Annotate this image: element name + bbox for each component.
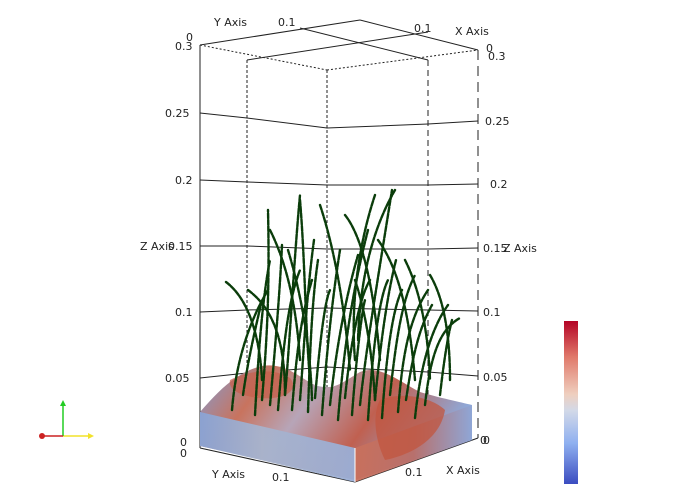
colorbar-tick bbox=[578, 375, 582, 376]
z-right-label-3: 0.15 bbox=[483, 242, 508, 255]
y-axis-top-label-1: 0.1 bbox=[278, 16, 296, 29]
z-left-label-2: 0.2 bbox=[175, 174, 193, 187]
x-axis-bottom-label-1: 0 bbox=[480, 434, 487, 447]
z-axis-title-left: Z Axis bbox=[140, 240, 174, 253]
x-axis-title-top: X Axis bbox=[455, 25, 489, 38]
orientation-axes-widget[interactable] bbox=[39, 400, 94, 439]
grass-blades bbox=[224, 188, 462, 422]
z-left-label-1: 0.25 bbox=[165, 107, 190, 120]
z-right-label-6: 0 bbox=[483, 434, 490, 447]
z-right-label-0: 0.3 bbox=[488, 50, 506, 63]
y-axis-bottom-label-0: 0 bbox=[180, 447, 187, 460]
x-axis-bottom-label-0: 0.1 bbox=[405, 466, 423, 479]
terrain-surface bbox=[200, 365, 472, 482]
colorbar bbox=[564, 321, 578, 484]
z-right-label-4: 0.1 bbox=[483, 306, 501, 319]
colorbar-tick bbox=[578, 483, 582, 484]
y-axis-title-bottom: Y Axis bbox=[211, 468, 245, 481]
x-axis-top-label-0: 0.1 bbox=[414, 22, 432, 35]
x-axis-top-label-1: 0 bbox=[486, 42, 493, 55]
z-left-label-0: 0.3 bbox=[175, 40, 193, 53]
z-left-label-3: 0.15 bbox=[168, 240, 193, 253]
z-right-label-2: 0.2 bbox=[490, 178, 508, 191]
z-left-label-6: 0 bbox=[180, 436, 187, 449]
z-axis-title-right: Z Axis bbox=[503, 242, 537, 255]
z-left-label-5: 0.05 bbox=[165, 372, 190, 385]
y-axis-top-label-0: 0 bbox=[186, 31, 193, 44]
x-axis-title-bottom: X Axis bbox=[446, 464, 480, 477]
colorbar-tick bbox=[578, 428, 582, 429]
y-axis-title-top: Y Axis bbox=[213, 16, 247, 29]
colorbar-tick bbox=[578, 321, 582, 322]
z-left-label-4: 0.1 bbox=[175, 306, 193, 319]
y-axis-bottom-label-1: 0.1 bbox=[272, 471, 290, 484]
z-right-label-5: 0.05 bbox=[483, 371, 508, 384]
z-right-label-1: 0.25 bbox=[485, 115, 510, 128]
